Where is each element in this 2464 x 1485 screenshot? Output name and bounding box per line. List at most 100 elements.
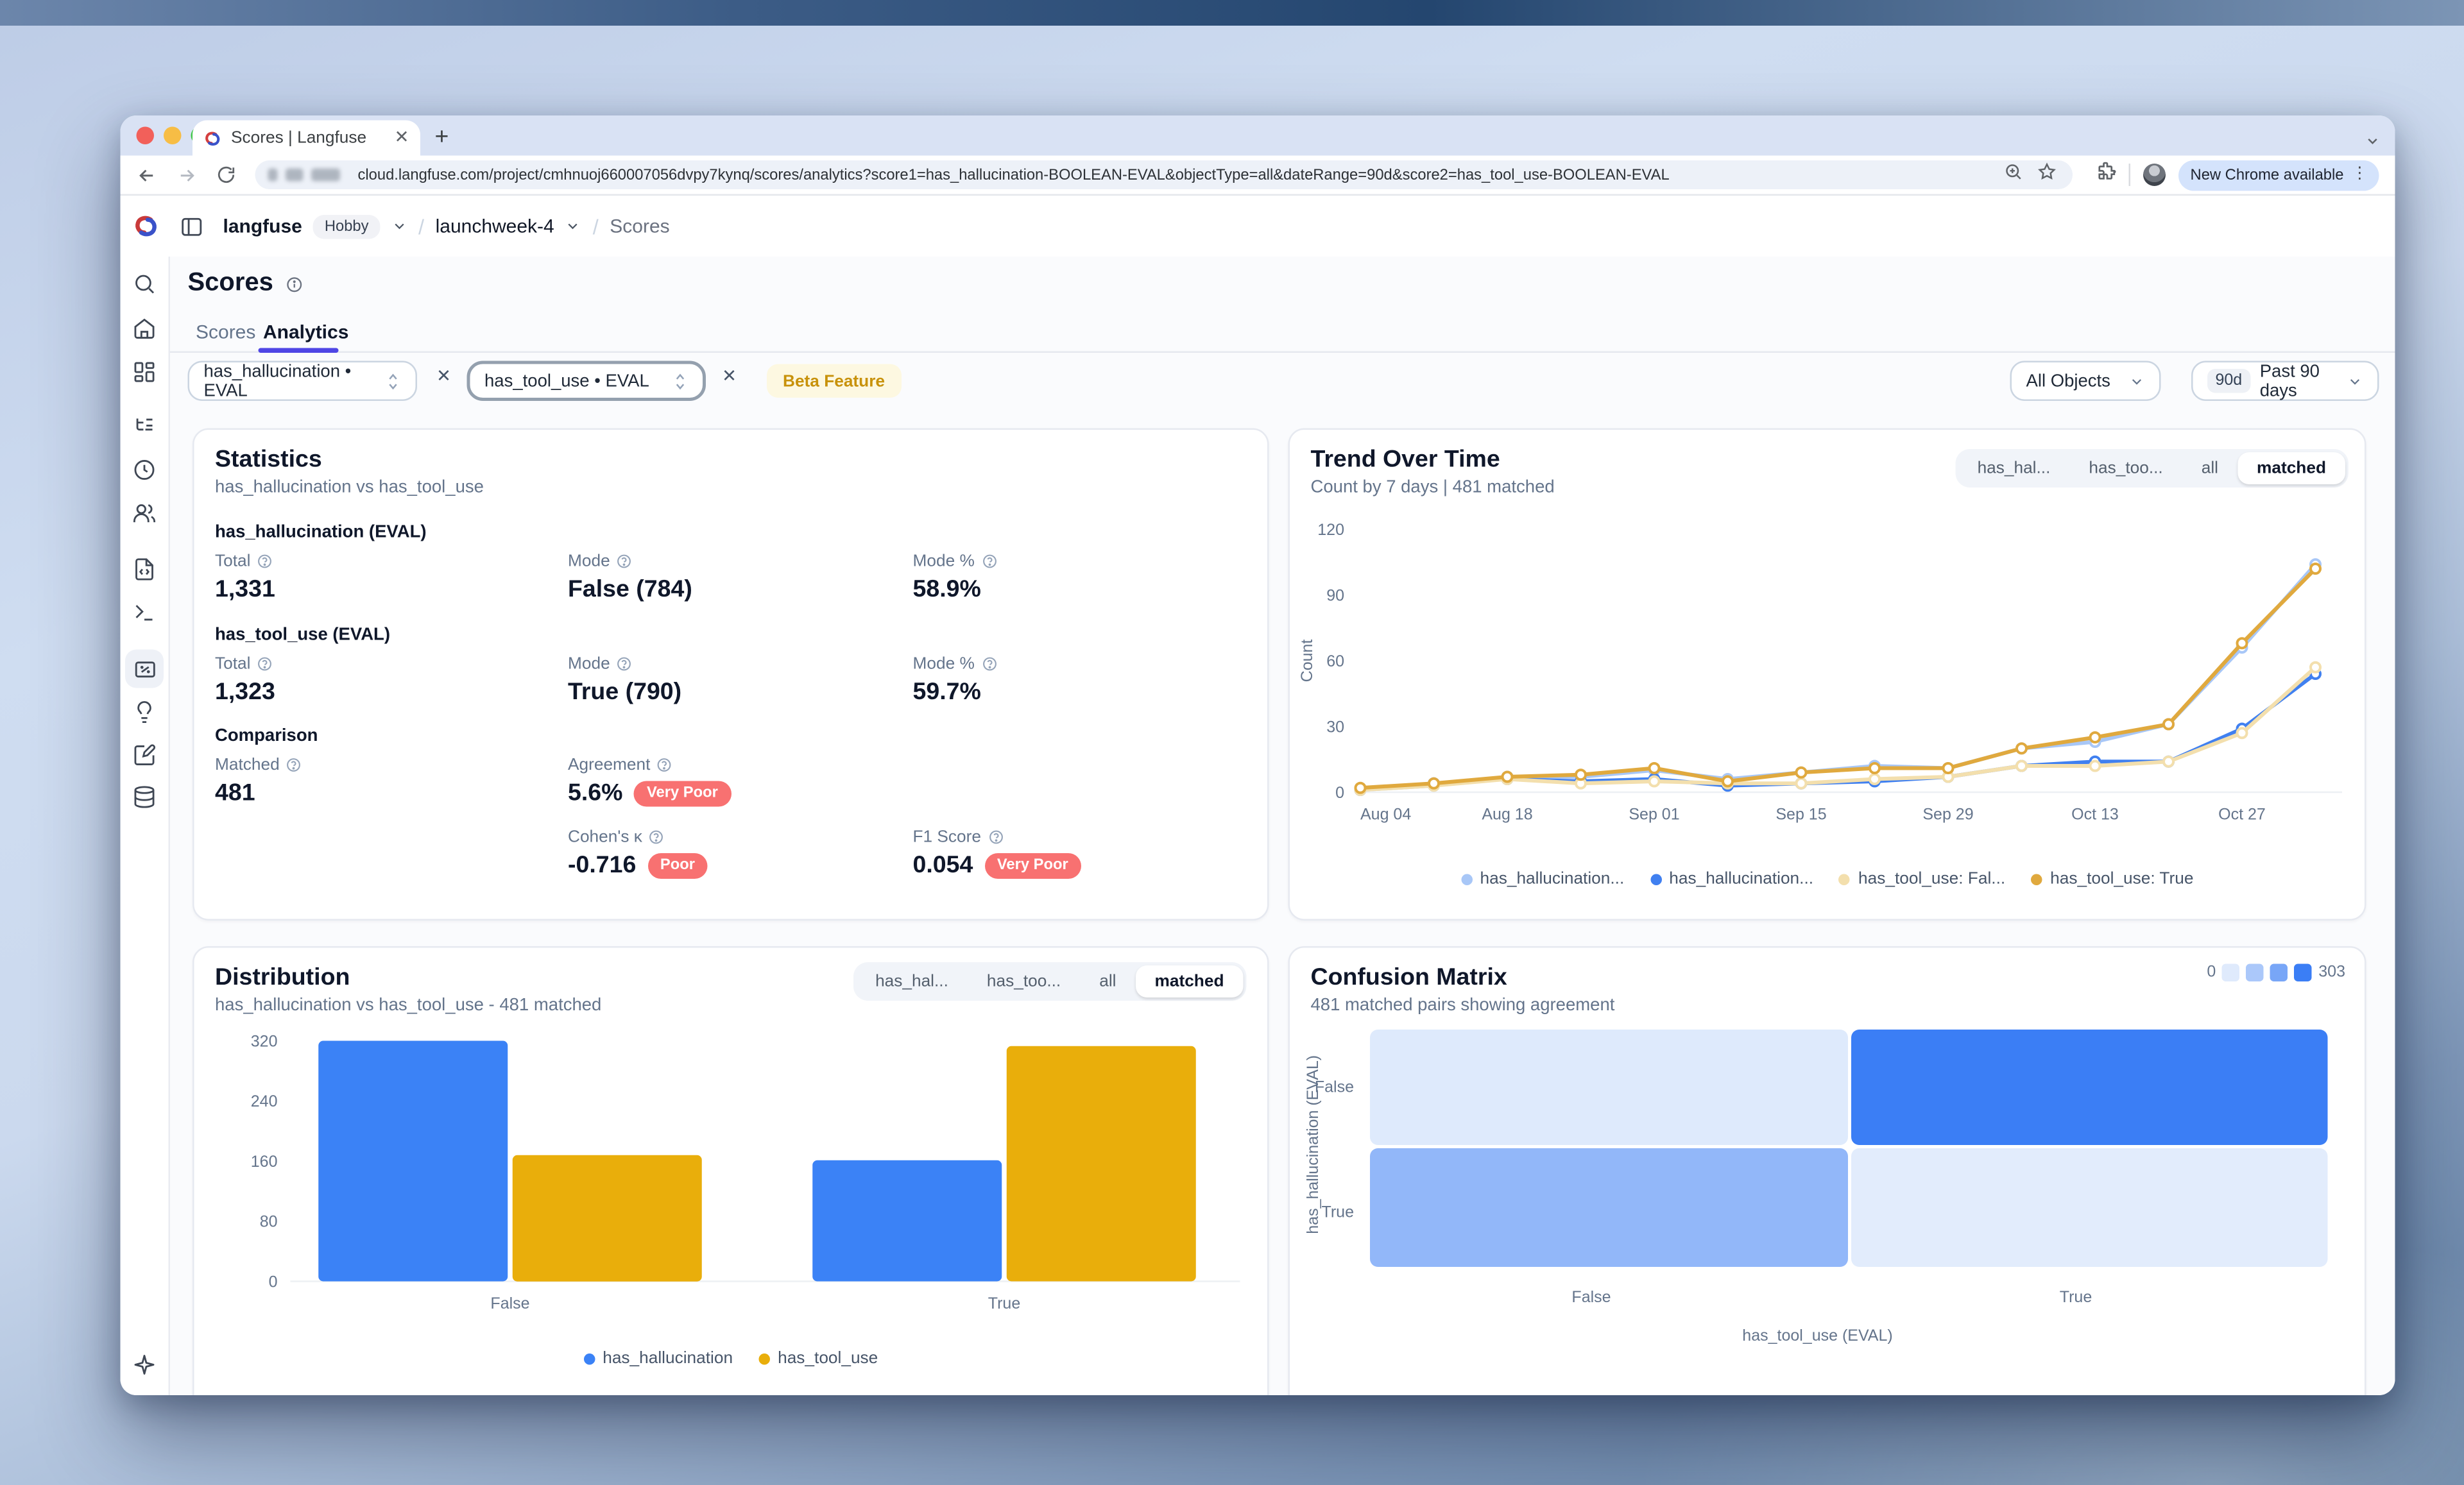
back-icon[interactable] — [137, 164, 158, 185]
browser-toolbar: cloud.langfuse.com/project/cmhnuoj660007… — [120, 155, 2395, 196]
project-name[interactable]: launchweek-4 — [435, 215, 554, 237]
svg-text:0: 0 — [1335, 784, 1344, 802]
help-circle-icon[interactable] — [257, 554, 273, 570]
trend-series-tabs: has_hal... has_too... all matched — [1955, 449, 2348, 488]
tracing-tree-icon[interactable] — [132, 414, 157, 439]
section-label: has_hallucination (EVAL) — [215, 523, 427, 542]
distribution-subtitle: has_hallucination vs has_tool_use - 481 … — [215, 996, 602, 1015]
distribution-tab-matched[interactable]: matched — [1135, 965, 1244, 997]
svg-text:True: True — [988, 1294, 1020, 1312]
tab-search-chevron-icon[interactable] — [2365, 128, 2381, 157]
zoom-page-icon[interactable] — [2005, 160, 2024, 189]
users-icon[interactable] — [132, 501, 157, 525]
col-label: False — [1571, 1289, 1611, 1307]
legend-dot — [583, 1352, 595, 1364]
svg-text:False: False — [490, 1294, 529, 1312]
distribution-tab-score2[interactable]: has_too... — [986, 972, 1061, 991]
new-tab-button[interactable]: + — [434, 123, 449, 151]
heatmap-cell[interactable] — [1850, 1148, 2328, 1267]
metric-value: 1,331 — [215, 575, 275, 604]
search-icon[interactable] — [132, 272, 157, 296]
help-circle-icon[interactable] — [656, 757, 672, 773]
breadcrumb: langfuse Hobby / launchweek-4 / Scores — [204, 214, 670, 239]
heatmap-cell[interactable] — [1370, 1030, 1847, 1145]
trend-legend: has_hallucination... has_hallucination..… — [1290, 869, 2365, 888]
extensions-icon[interactable] — [2096, 160, 2117, 189]
score1-select[interactable]: has_hallucination • EVAL — [187, 361, 417, 401]
score2-remove-button[interactable]: ✕ — [722, 367, 737, 387]
help-circle-icon[interactable] — [617, 554, 633, 570]
browser-tab[interactable]: Scores | Langfuse ✕ — [193, 120, 420, 156]
distribution-tab-all[interactable]: all — [1099, 972, 1116, 991]
sidebar-toggle-icon[interactable] — [180, 214, 204, 239]
metric-label: Agreement — [568, 755, 651, 775]
score2-select[interactable]: has_tool_use • EVAL — [466, 361, 706, 401]
sidebar-item-scores-active[interactable] — [125, 649, 164, 688]
help-circle-icon[interactable] — [981, 554, 997, 570]
legend-label: has_hallucination... — [1480, 869, 1625, 888]
confusion-matrix-card: Confusion Matrix 481 matched pairs showi… — [1288, 946, 2366, 1395]
info-icon[interactable] — [286, 275, 304, 293]
distribution-series-tabs: has_hal... has_too... all matched — [853, 962, 1247, 1001]
tab-close-icon[interactable]: ✕ — [394, 127, 409, 147]
app-header: langfuse Hobby / launchweek-4 / Scores — [120, 196, 2395, 257]
window-minimize-button[interactable] — [164, 126, 182, 144]
help-circle-icon[interactable] — [286, 757, 302, 773]
home-icon[interactable] — [132, 317, 157, 341]
svg-text:Aug 04: Aug 04 — [1360, 806, 1411, 824]
ask-ai-sparkle-icon[interactable] — [132, 1353, 157, 1377]
statistics-card: Statistics has_hallucination vs has_tool… — [193, 428, 1269, 921]
insights-lightbulb-icon[interactable] — [132, 700, 157, 724]
rating-badge: Poor — [647, 852, 708, 878]
object-filter-select[interactable]: All Objects — [2010, 361, 2161, 401]
help-circle-icon[interactable] — [981, 656, 997, 672]
svg-text:0: 0 — [269, 1273, 278, 1291]
section-label: has_tool_use (EVAL) — [215, 625, 391, 645]
trend-tab-matched[interactable]: matched — [2237, 452, 2345, 484]
trend-tab-score2[interactable]: has_too... — [2089, 459, 2163, 478]
legend-dot — [1839, 873, 1851, 885]
bookmark-star-icon[interactable] — [2038, 160, 2057, 189]
forward-icon[interactable] — [176, 164, 198, 185]
heatmap-cell[interactable] — [1850, 1030, 2328, 1145]
org-chevron-down-icon[interactable] — [391, 218, 407, 234]
tab-scores[interactable]: Scores — [196, 321, 256, 343]
tab-analytics[interactable]: Analytics — [263, 321, 349, 343]
distribution-tab-score1[interactable]: has_hal... — [875, 972, 948, 991]
help-circle-icon[interactable] — [649, 829, 665, 845]
chrome-update-pill[interactable]: New Chrome available ⋮ — [2179, 159, 2379, 191]
browser-tabstrip: Scores | Langfuse ✕ + — [120, 115, 2395, 157]
chevron-down-icon — [2347, 373, 2363, 389]
metric-label: Matched — [215, 755, 280, 775]
date-range-select[interactable]: 90d Past 90 days — [2191, 361, 2379, 401]
kebab-menu-icon[interactable]: ⋮ — [2352, 165, 2368, 183]
playground-terminal-icon[interactable] — [132, 600, 157, 625]
help-circle-icon[interactable] — [617, 656, 633, 672]
browser-actions: New Chrome available ⋮ — [2096, 159, 2379, 191]
url-bar[interactable]: cloud.langfuse.com/project/cmhnuoj660007… — [255, 160, 2074, 189]
svg-text:160: 160 — [251, 1153, 278, 1171]
svg-text:240: 240 — [251, 1092, 278, 1110]
sessions-clock-icon[interactable] — [132, 458, 157, 482]
help-circle-icon[interactable] — [257, 656, 273, 672]
active-tab-underline — [258, 348, 339, 353]
refresh-icon[interactable] — [217, 165, 236, 185]
svg-text:Oct 13: Oct 13 — [2071, 806, 2119, 824]
scale-swatch — [2294, 963, 2313, 981]
project-chevron-down-icon[interactable] — [565, 218, 581, 234]
score1-remove-button[interactable]: ✕ — [436, 367, 452, 387]
prompts-file-icon[interactable] — [132, 557, 157, 582]
scale-swatch — [2246, 963, 2264, 981]
browser-profile-avatar[interactable] — [2144, 164, 2167, 186]
database-icon[interactable] — [132, 785, 157, 810]
window-close-button[interactable] — [136, 126, 154, 144]
datasets-pen-icon[interactable] — [132, 743, 157, 768]
trend-tab-all[interactable]: all — [2201, 459, 2219, 478]
org-name[interactable]: langfuse — [223, 215, 302, 237]
langfuse-logo[interactable] — [121, 214, 171, 239]
trend-tab-score1[interactable]: has_hal... — [1977, 459, 2051, 478]
dashboard-icon[interactable] — [132, 360, 157, 384]
help-circle-icon[interactable] — [988, 829, 1004, 845]
heatmap-cell[interactable] — [1370, 1148, 1847, 1267]
